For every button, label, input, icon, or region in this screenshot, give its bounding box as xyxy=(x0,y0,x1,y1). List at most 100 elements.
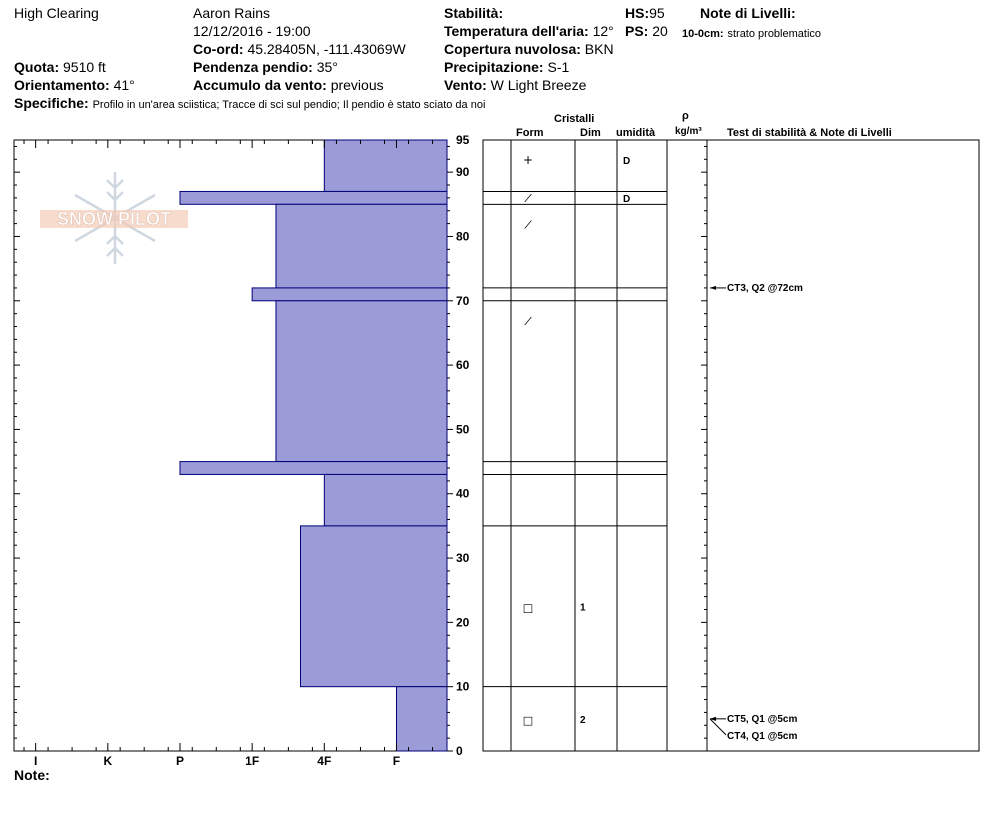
air-temperature: Temperatura dell'aria: 12° xyxy=(444,23,614,39)
ps-label: PS: xyxy=(625,23,649,39)
stability-test-1: CT5, Q1 @5cm xyxy=(727,714,797,725)
grain-moisture-1: D xyxy=(623,194,630,205)
hs-label: HS: xyxy=(625,5,650,21)
snowpilot-watermark: SNOW PILOT xyxy=(40,172,188,264)
hardness-bar-4 xyxy=(275,300,448,463)
coordinates: Co-ord: 45.28405N, -111.43069W xyxy=(193,41,406,57)
hardness-bar-5 xyxy=(179,461,448,475)
sky-value: BKN xyxy=(584,41,614,57)
depth-label-70: 70 xyxy=(456,294,470,308)
depth-label-80: 80 xyxy=(456,229,470,243)
specifics-text: Profilo in un'area sciistica; Tracce di … xyxy=(92,99,486,111)
stability-arrowhead-0 xyxy=(710,285,716,290)
depth-label-40: 40 xyxy=(456,487,470,501)
aspect-label: Orientamento: xyxy=(14,77,110,93)
elevation: Quota: 9510 ft xyxy=(14,59,106,75)
grain-table: + D ⁄ D ⁄ ⁄ □ 1 □ 2 CT3, Q2 @72cm CT5, Q1 @5cm CT4, … xyxy=(482,139,980,752)
grain-size-8: 2 xyxy=(580,715,586,726)
hardness-label-P: P xyxy=(176,754,184,768)
slope-label: Pendenza pendio: xyxy=(193,59,313,75)
wind-value: W Light Breeze xyxy=(490,77,587,93)
elevation-value: 9510 ft xyxy=(63,59,106,75)
observation-datetime: 12/12/2016 - 19:00 xyxy=(193,23,311,39)
hs-value: 95 xyxy=(649,5,665,21)
wind-loading: Accumulo da vento: previous xyxy=(193,77,384,93)
grain-form-2: ⁄ xyxy=(524,218,532,231)
depth-label-20: 20 xyxy=(456,615,470,629)
notes-label: Note: xyxy=(14,767,50,783)
coordinates-label: Co-ord: xyxy=(193,41,244,57)
slope-value: 35° xyxy=(316,59,338,75)
crystals-header: Cristalli xyxy=(554,113,595,125)
stability-label: Stabilità: xyxy=(444,5,504,21)
density-unit-header: kg/m³ xyxy=(675,126,702,137)
hardness-label-F: F xyxy=(393,754,400,768)
hardness-bar-7 xyxy=(300,525,448,688)
depth-label-10: 10 xyxy=(456,680,470,694)
snow-height: HS:95 xyxy=(625,5,665,21)
aspect-value: 41° xyxy=(113,77,135,93)
hardness-bar-3 xyxy=(251,287,448,302)
depth-label-60: 60 xyxy=(456,358,470,372)
specifics-label: Specifiche: xyxy=(14,95,89,111)
stability-arrowhead-2 xyxy=(710,716,716,721)
moisture-header: umidità xyxy=(616,127,656,139)
stability-test-2: CT4, Q1 @5cm xyxy=(727,731,797,742)
hardness-label-1F: 1F xyxy=(245,754,259,768)
precipitation: Precipitazione: S-1 xyxy=(444,59,569,75)
grain-form-4: ⁄ xyxy=(524,315,532,328)
air-temp-label: Temperatura dell'aria: xyxy=(444,23,589,39)
sky-cover: Copertura nuvolosa: BKN xyxy=(444,41,614,57)
wind-label: Vento: xyxy=(444,77,487,93)
hardness-bar-2 xyxy=(275,203,448,289)
rho-header: ρ xyxy=(682,110,689,122)
air-temp-value: 12° xyxy=(592,23,614,39)
depth-label-30: 30 xyxy=(456,551,470,565)
hardness-bar-1 xyxy=(179,190,448,205)
stability-test-0: CT3, Q2 @72cm xyxy=(727,283,803,294)
depth-label-90: 90 xyxy=(456,165,470,179)
size-header: Dim xyxy=(580,127,601,139)
stability-arrow-2 xyxy=(709,718,727,736)
grain-form-1: ⁄ xyxy=(524,192,532,205)
hardness-bar-0 xyxy=(323,139,448,192)
watermark-band xyxy=(40,210,188,228)
elevation-label: Quota: xyxy=(14,59,60,75)
layer-note-text: strato problematico xyxy=(727,28,822,40)
grain-size-7: 1 xyxy=(580,602,586,613)
hardness-plot: 0 10 20 30 40 50 60 70 80 90 95 I K P 1F 4F F xyxy=(13,133,470,768)
sky-label: Copertura nuvolosa: xyxy=(444,41,581,57)
specifics: Specifiche: Profilo in un'area sciistica… xyxy=(14,95,485,113)
wind: Vento: W Light Breeze xyxy=(444,77,586,93)
hardness-bar-8 xyxy=(395,686,448,752)
precip-label: Precipitazione: xyxy=(444,59,544,75)
snowflake-icon xyxy=(74,172,156,264)
grain-table-frame xyxy=(482,139,980,752)
wind-loading-label: Accumulo da vento: xyxy=(193,77,327,93)
aspect: Orientamento: 41° xyxy=(14,77,135,93)
coordinates-value: 45.28405N, -111.43069W xyxy=(247,41,406,57)
depth-label-0: 0 xyxy=(456,744,463,758)
wind-loading-value: previous xyxy=(330,77,384,93)
grain-form-8: □ xyxy=(523,714,533,727)
layer-notes-label: Note di Livelli: xyxy=(700,5,796,21)
hardness-label-I: I xyxy=(34,754,37,768)
layer-note: 10-0cm: strato problematico xyxy=(682,24,821,42)
grain-moisture-0: D xyxy=(623,156,630,167)
grain-form-0: + xyxy=(523,153,533,167)
location-name: High Clearing xyxy=(14,5,99,21)
slope-angle: Pendenza pendio: 35° xyxy=(193,59,338,75)
depth-label-95: 95 xyxy=(456,133,470,147)
hardness-label-K: K xyxy=(103,754,112,768)
hardness-label-4F: 4F xyxy=(317,754,331,768)
hardness-bar-6 xyxy=(323,473,448,527)
precip-value: S-1 xyxy=(547,59,570,75)
ps-value: 20 xyxy=(652,23,668,39)
observer-name: Aaron Rains xyxy=(193,5,271,21)
form-header: Form xyxy=(516,127,544,139)
grain-form-7: □ xyxy=(523,601,533,614)
watermark-text: SNOW PILOT xyxy=(57,209,171,229)
penetration: PS: 20 xyxy=(625,23,668,39)
tests-header: Test di stabilità & Note di Livelli xyxy=(727,127,892,139)
